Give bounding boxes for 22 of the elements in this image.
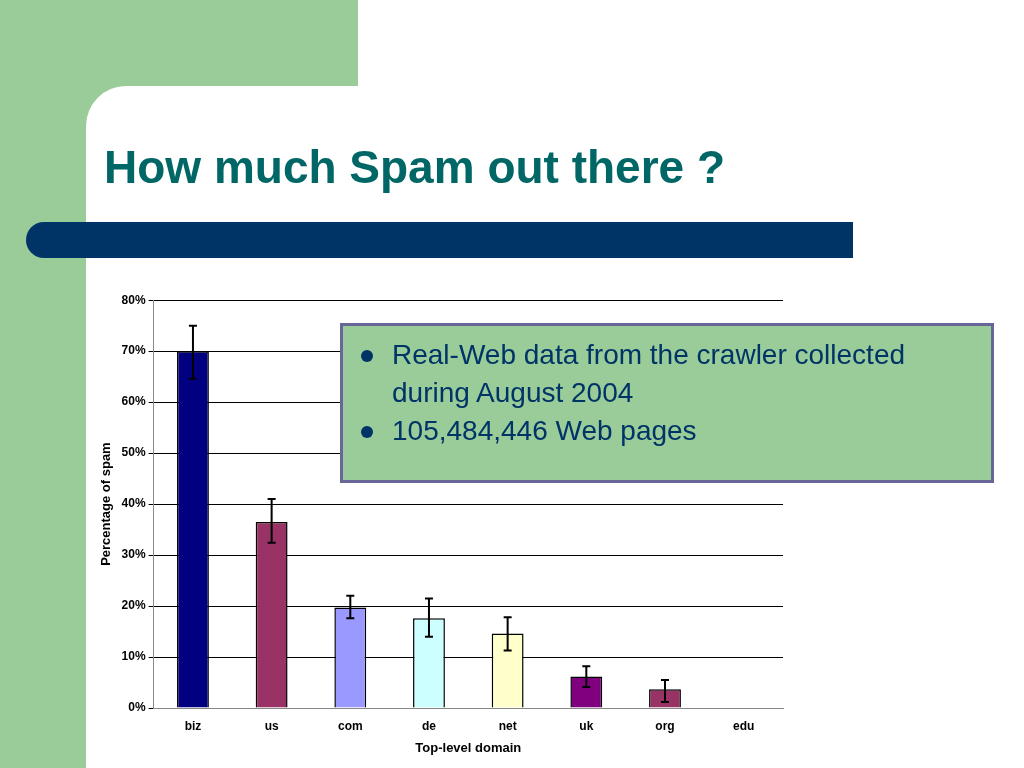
x-tick-label: edu <box>732 718 755 733</box>
y-tick-label: 80% <box>121 292 146 307</box>
x-tick-label: org <box>655 718 675 733</box>
y-tick-label: 70% <box>121 343 146 358</box>
y-tick-label: 20% <box>121 598 146 613</box>
x-tick-label: com <box>337 718 363 733</box>
x-tick-label: biz <box>184 718 202 733</box>
x-tick-label: us <box>264 718 279 733</box>
y-axis-title: Percentage of spam <box>98 442 114 566</box>
y-tick-label: 0% <box>128 700 146 715</box>
chart-title: How much Spam out there ? <box>104 140 726 194</box>
x-axis-title: Top-level domain <box>415 739 522 755</box>
y-tick-label: 10% <box>121 649 146 664</box>
y-tick-label: 60% <box>121 394 146 409</box>
y-tick-label: 30% <box>121 547 146 562</box>
annotation: 105,484,446 Web pages <box>392 415 697 446</box>
y-tick-label: 40% <box>121 496 146 511</box>
y-tick-label: 50% <box>121 445 146 460</box>
x-tick-label: uk <box>579 718 594 733</box>
x-tick-label: de <box>421 718 437 733</box>
x-tick-label: net <box>498 718 517 733</box>
annotation: Real-Web data from the crawler collected during August 2004 <box>392 339 906 408</box>
